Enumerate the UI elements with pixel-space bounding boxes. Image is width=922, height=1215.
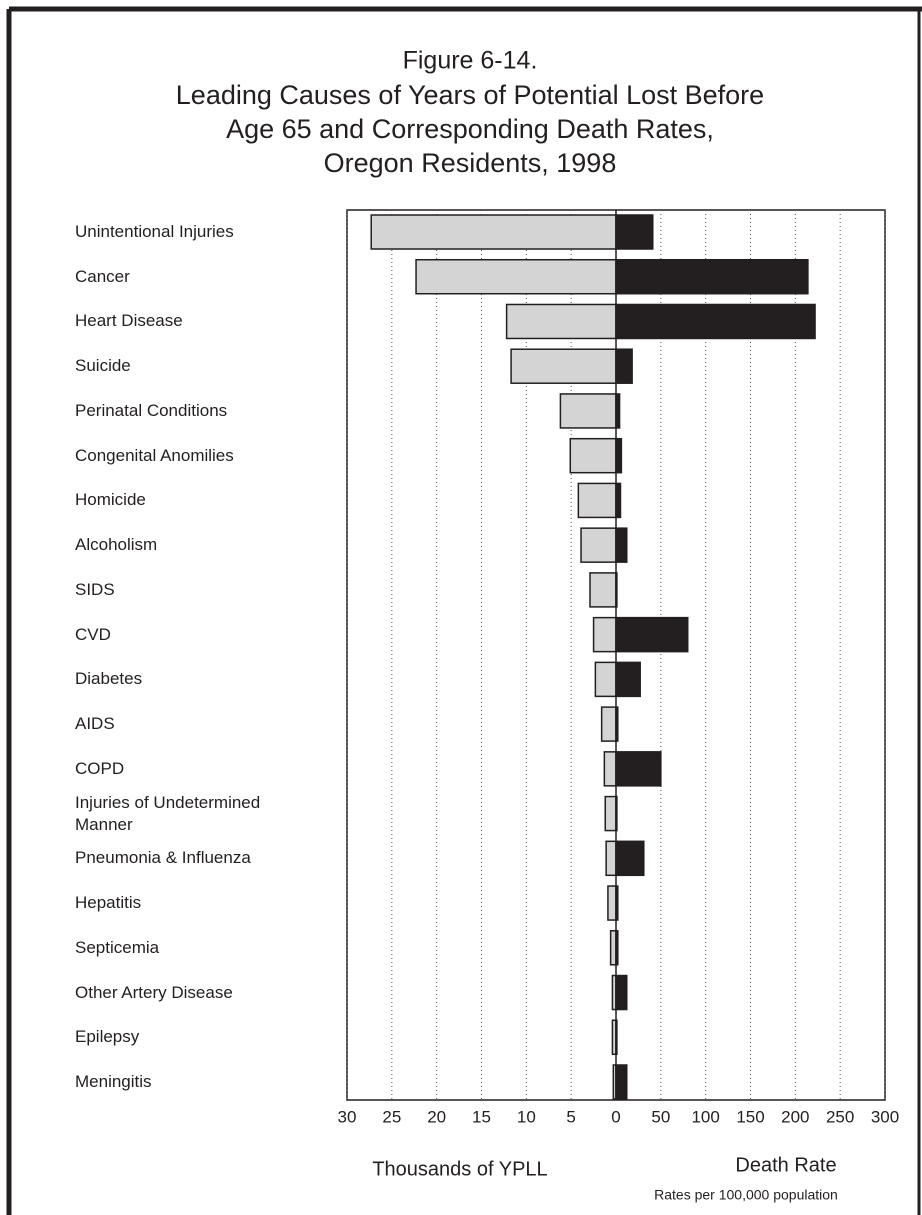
category-label: Suicide (75, 356, 131, 376)
x-tick-label: 30 (338, 1107, 357, 1126)
category-label: Meningitis (75, 1072, 152, 1091)
bar (370, 214, 617, 250)
x-tick-label: 15 (472, 1107, 491, 1126)
x-tick-label: 25 (382, 1107, 401, 1126)
category-label: Septicemia (75, 937, 160, 957)
bar (615, 258, 809, 295)
x2-tick-label: 300 (871, 1107, 899, 1126)
x-axis-label: Thousands of YPLL (372, 1158, 547, 1180)
bar (415, 258, 617, 295)
x-tick-label: 5 (566, 1107, 575, 1126)
category-label: Diabetes (75, 669, 143, 689)
x2-tick-label: 200 (781, 1107, 809, 1126)
x-tick-label: 10 (517, 1107, 536, 1126)
category-label: COPD (75, 758, 125, 778)
bar (605, 840, 617, 877)
bar (505, 303, 617, 340)
chart-title: Age 65 and Corresponding Death Rates, (226, 114, 714, 144)
chart-title: Leading Causes of Years of Potential Los… (176, 80, 764, 110)
category-label: Injuries of Undetermined Manner (75, 792, 261, 834)
bar (600, 706, 617, 742)
bar (615, 974, 628, 1011)
category-label: AIDS (75, 714, 115, 734)
bar (604, 795, 617, 832)
x2-tick-label: 50 (651, 1107, 670, 1126)
category-label: Other Artery Disease (75, 982, 233, 1002)
bar (607, 885, 617, 921)
bar (615, 1064, 628, 1100)
x2-tick-label: 250 (826, 1107, 854, 1126)
bar (594, 661, 617, 698)
category-label: Cancer (75, 266, 130, 286)
x2-tick-label: 150 (736, 1107, 764, 1126)
category-label: Homicide (75, 490, 146, 510)
bar (510, 348, 617, 384)
bar (592, 616, 617, 653)
category-label: Pneumonia & Influenza (75, 848, 251, 868)
category-label: Epilepsy (75, 1027, 140, 1047)
bar (615, 437, 623, 474)
bar (559, 393, 617, 429)
bar (577, 482, 617, 519)
bar (615, 348, 633, 384)
bar (615, 616, 689, 653)
category-label: Perinatal Conditions (75, 400, 228, 420)
bar (589, 572, 617, 608)
chart-title: Oregon Residents, 1998 (324, 148, 617, 178)
category-label: SIDS (75, 579, 115, 599)
bar (615, 303, 816, 340)
category-label: Alcoholism (75, 535, 158, 555)
note: Rates per 100,000 population (654, 1187, 838, 1203)
figure-label: Figure 6-14. (403, 47, 538, 75)
category-label: CVD (75, 624, 111, 644)
x2-axis-label: Death Rate (735, 1154, 836, 1176)
bar (569, 437, 617, 474)
bar (603, 751, 617, 787)
bar (615, 527, 628, 563)
bar (615, 751, 662, 787)
bar (580, 527, 617, 563)
category-label: Hepatitis (75, 893, 142, 913)
category-label: Unintentional Injuries (75, 222, 234, 241)
category-label: Congenital Anomilies (75, 445, 234, 465)
bar (609, 930, 617, 966)
bar (615, 214, 654, 250)
bar (615, 840, 645, 877)
x2-tick-label: 100 (691, 1107, 719, 1126)
x-tick-label: 0 (611, 1107, 620, 1126)
bar (615, 661, 641, 698)
x-tick-label: 20 (427, 1107, 446, 1126)
category-label: Heart Disease (75, 311, 183, 331)
